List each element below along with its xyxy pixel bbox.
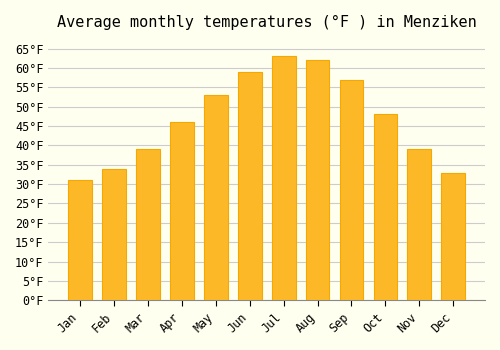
Bar [374,114,398,300]
Bar [68,180,92,300]
Bar [102,169,126,300]
Bar [136,149,160,300]
Bar [238,72,262,300]
Bar [272,56,295,300]
Bar [306,60,330,300]
Bar [170,122,194,300]
Bar [204,95,228,300]
Bar [340,79,363,300]
Bar [442,173,465,300]
Bar [408,149,431,300]
Title: Average monthly temperatures (°F ) in Menziken: Average monthly temperatures (°F ) in Me… [57,15,476,30]
